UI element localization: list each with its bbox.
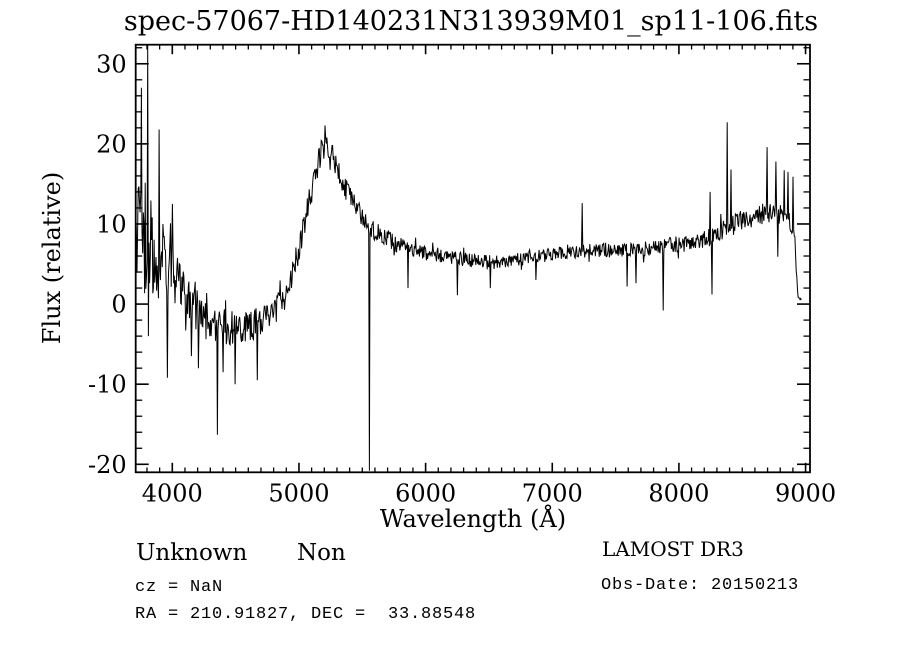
y-tick-label: -10 bbox=[88, 371, 127, 399]
y-tick-label: 0 bbox=[111, 291, 126, 319]
y-tick-label: 10 bbox=[96, 210, 127, 238]
plot-frame bbox=[134, 43, 811, 474]
ra-dec-value: RA = 210.91827, DEC = 33.88548 bbox=[135, 605, 476, 624]
x-tick-label: 4000 bbox=[142, 479, 203, 507]
y-axis-label: Flux (relative) bbox=[38, 172, 66, 344]
cz-value: cz = NaN bbox=[135, 578, 223, 597]
y-tick-label: 20 bbox=[96, 130, 127, 158]
plot-title: spec-57067-HD140231N313939M01_sp11-106.f… bbox=[124, 6, 818, 37]
subclass-label: Non bbox=[297, 540, 346, 566]
spectrum-trace bbox=[135, 44, 802, 471]
axis-ticks bbox=[135, 44, 810, 473]
x-tick-label: 5000 bbox=[268, 479, 329, 507]
x-tick-label: 9000 bbox=[775, 479, 836, 507]
y-tick-label: 30 bbox=[96, 50, 127, 78]
x-tick-label: 7000 bbox=[522, 479, 583, 507]
x-tick-label: 6000 bbox=[395, 479, 456, 507]
y-tick-label: -20 bbox=[88, 451, 127, 479]
axis-tick-labels: 4000 5000 6000 7000 8000 9000 -20 -10 0 10 20 30 bbox=[88, 50, 836, 507]
obs-date-value: Obs-Date: 20150213 bbox=[601, 576, 799, 595]
x-tick-label: 8000 bbox=[648, 479, 709, 507]
x-axis-label: Wavelength (Å) bbox=[380, 504, 566, 533]
survey-label: LAMOST DR3 bbox=[602, 537, 744, 561]
class-label: Unknown bbox=[136, 540, 247, 566]
